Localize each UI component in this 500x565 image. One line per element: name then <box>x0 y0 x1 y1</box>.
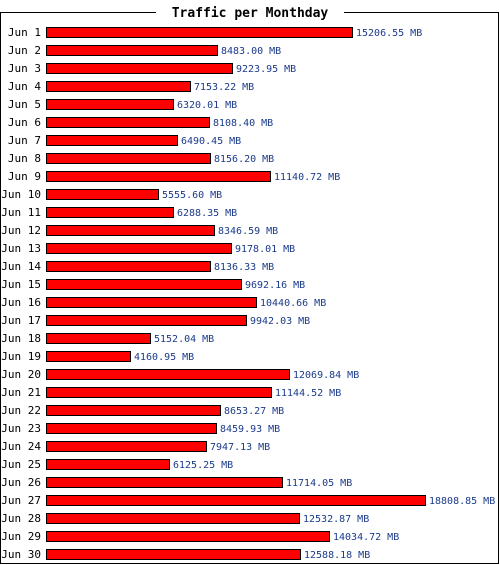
bar <box>46 279 242 290</box>
bar <box>46 297 257 308</box>
value-label: 8653.27 MB <box>224 406 284 417</box>
category-label: Jun 1 <box>8 26 41 39</box>
category-label: Jun 3 <box>8 62 41 75</box>
category-label: Jun 12 <box>1 224 41 237</box>
category-label: Jun 19 <box>1 350 41 363</box>
value-label: 9223.95 MB <box>236 64 296 75</box>
bar <box>46 351 131 362</box>
bar <box>46 369 290 380</box>
bar <box>46 441 207 452</box>
bar <box>46 513 300 524</box>
bar <box>46 153 211 164</box>
value-label: 11144.52 MB <box>275 388 341 399</box>
value-label: 7947.13 MB <box>210 442 270 453</box>
category-label: Jun 14 <box>1 260 41 273</box>
value-label: 9692.16 MB <box>245 280 305 291</box>
bar <box>46 99 174 110</box>
category-label: Jun 4 <box>8 80 41 93</box>
bar <box>46 495 426 506</box>
category-label: Jun 15 <box>1 278 41 291</box>
category-label: Jun 6 <box>8 116 41 129</box>
category-label: Jun 23 <box>1 422 41 435</box>
value-label: 8156.20 MB <box>214 154 274 165</box>
bar <box>46 189 159 200</box>
bar <box>46 405 221 416</box>
bar <box>46 135 178 146</box>
bar <box>46 45 218 56</box>
bar-rows: Jun 1 15206.55 MB Jun 2 8483.00 MB Jun 3 9223… <box>1 26 495 561</box>
value-label: 6320.01 MB <box>177 100 237 111</box>
category-label: Jun 2 <box>8 44 41 57</box>
bar <box>46 63 233 74</box>
bar <box>46 423 217 434</box>
bar <box>46 387 272 398</box>
value-label: 6490.45 MB <box>181 136 241 147</box>
category-label: Jun 20 <box>1 368 41 381</box>
chart-title: Traffic per Monthday <box>172 6 329 21</box>
value-label: 18808.85 MB <box>429 496 495 507</box>
category-label: Jun 10 <box>1 188 41 201</box>
value-label: 8346.59 MB <box>218 226 278 237</box>
bar <box>46 333 151 344</box>
value-label: 12069.84 MB <box>293 370 359 381</box>
category-label: Jun 29 <box>1 530 41 543</box>
value-label: 8108.40 MB <box>213 118 273 129</box>
value-label: 11714.05 MB <box>286 478 352 489</box>
category-label: Jun 27 <box>1 494 41 507</box>
category-label: Jun 24 <box>1 440 41 453</box>
value-label: 14034.72 MB <box>333 532 399 543</box>
value-label: 6288.35 MB <box>177 208 237 219</box>
bar <box>46 477 283 488</box>
category-label: Jun 9 <box>8 170 41 183</box>
value-label: 9178.01 MB <box>235 244 295 255</box>
value-label: 7153.22 MB <box>194 82 254 93</box>
category-label: Jun 25 <box>1 458 41 471</box>
value-label: 4160.95 MB <box>134 352 194 363</box>
category-label: Jun 21 <box>1 386 41 399</box>
category-label: Jun 22 <box>1 404 41 417</box>
value-label: 15206.55 MB <box>356 28 422 39</box>
category-label: Jun 5 <box>8 98 41 111</box>
category-label: Jun 26 <box>1 476 41 489</box>
value-label: 6125.25 MB <box>173 460 233 471</box>
value-label: 8459.93 MB <box>220 424 280 435</box>
bar <box>46 243 232 254</box>
bar <box>46 81 191 92</box>
value-label: 12588.18 MB <box>304 550 370 561</box>
bar <box>46 315 247 326</box>
bar <box>46 27 353 38</box>
value-label: 10440.66 MB <box>260 298 326 309</box>
bar <box>46 207 174 218</box>
category-label: Jun 8 <box>8 152 41 165</box>
category-label: Jun 17 <box>1 314 41 327</box>
title-backdrop <box>156 4 344 20</box>
category-label: Jun 13 <box>1 242 41 255</box>
category-label: Jun 16 <box>1 296 41 309</box>
bar <box>46 459 170 470</box>
value-label: 8136.33 MB <box>214 262 274 273</box>
value-label: 8483.00 MB <box>221 46 281 57</box>
value-label: 12532.87 MB <box>303 514 369 525</box>
bar <box>46 225 215 236</box>
value-label: 9942.03 MB <box>250 316 310 327</box>
category-label: Jun 30 <box>1 548 41 561</box>
category-label: Jun 7 <box>8 134 41 147</box>
bar <box>46 171 271 182</box>
value-label: 5555.60 MB <box>162 190 222 201</box>
value-label: 5152.04 MB <box>154 334 214 345</box>
bar <box>46 117 210 128</box>
category-label: Jun 11 <box>1 206 41 219</box>
bar <box>46 261 211 272</box>
value-label: 11140.72 MB <box>274 172 340 183</box>
category-label: Jun 18 <box>1 332 41 345</box>
category-label: Jun 28 <box>1 512 41 525</box>
bar <box>46 531 330 542</box>
bar <box>46 549 301 560</box>
